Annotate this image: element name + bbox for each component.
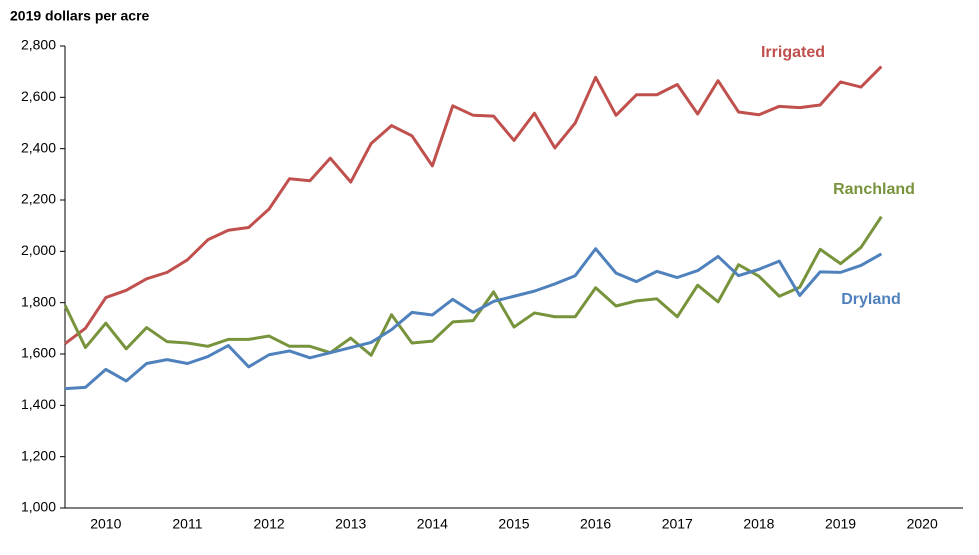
series-line xyxy=(63,215,883,357)
x-tick-label: 2019 xyxy=(825,516,856,532)
y-tick-label: 1,400 xyxy=(21,396,56,412)
x-tick-label: 2012 xyxy=(254,516,285,532)
y-axis-title: 2019 dollars per acre xyxy=(10,8,150,24)
y-tick-label: 1,600 xyxy=(21,345,56,361)
series-label: Dryland xyxy=(841,291,901,308)
x-tick-label: 2010 xyxy=(90,516,121,532)
x-tick-label: 2011 xyxy=(172,516,202,532)
series-label: Irrigated xyxy=(761,44,825,61)
y-tick-label: 1,200 xyxy=(21,447,56,463)
x-tick-label: 2013 xyxy=(335,516,366,532)
y-tick-label: 2,600 xyxy=(21,88,56,104)
x-tick-label: 2015 xyxy=(498,516,529,532)
x-tick-label: 2017 xyxy=(662,516,693,532)
series-line xyxy=(64,247,883,391)
y-tick-label: 2,000 xyxy=(21,242,56,258)
x-tick-label: 2018 xyxy=(743,516,774,532)
x-tick-label: 2020 xyxy=(907,516,938,532)
y-tick-label: 1,000 xyxy=(21,499,56,515)
x-tick-label: 2016 xyxy=(580,516,611,532)
y-tick-label: 1,800 xyxy=(21,293,56,309)
y-tick-label: 2,400 xyxy=(21,139,56,155)
series-label: Ranchland xyxy=(833,181,915,198)
x-tick-label: 2014 xyxy=(417,516,448,532)
series-line xyxy=(64,65,883,345)
y-tick-label: 2,200 xyxy=(21,191,56,207)
y-tick-label: 2,800 xyxy=(21,37,56,53)
